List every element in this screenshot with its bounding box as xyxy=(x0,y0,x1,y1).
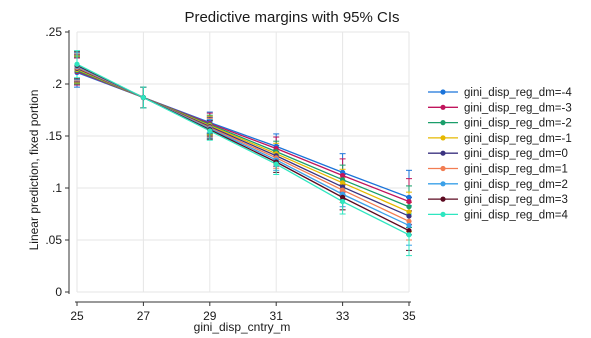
data-point xyxy=(340,187,346,193)
legend-swatch-marker xyxy=(440,104,446,110)
y-tick-label: .25 xyxy=(45,25,62,39)
data-point xyxy=(340,194,346,200)
y-tick-label: 0 xyxy=(55,285,62,299)
data-point xyxy=(207,128,213,134)
y-tick-label: .1 xyxy=(52,181,62,195)
y-tick-label: .05 xyxy=(45,233,62,247)
legend-swatch-marker xyxy=(440,120,446,126)
data-point xyxy=(406,213,412,219)
axes: 0 .05 .1 .15 .2 .25 25 27 29 31 33 35 xyxy=(45,25,416,323)
data-point xyxy=(406,228,412,234)
y-tick-label: .2 xyxy=(52,77,62,91)
legend-label: gini_disp_reg_dm=-3 xyxy=(464,102,572,114)
x-tick-label: 29 xyxy=(203,309,217,323)
data-point xyxy=(406,232,412,238)
confidence-intervals xyxy=(74,50,412,257)
gridlines xyxy=(76,31,410,293)
legend-swatch-marker xyxy=(440,196,446,202)
series-line xyxy=(76,63,410,236)
legend-label: gini_disp_reg_dm=3 xyxy=(464,194,568,206)
data-point xyxy=(340,172,346,179)
legend-swatch-marker xyxy=(440,181,446,187)
legend-label: gini_disp_reg_dm=-2 xyxy=(464,118,572,130)
y-axis-label: Linear prediction, fixed portion xyxy=(27,90,41,251)
legend-label: gini_disp_reg_dm=0 xyxy=(464,148,568,160)
data-point xyxy=(340,180,346,186)
legend-swatch-marker xyxy=(440,150,446,156)
data-point xyxy=(406,194,412,200)
legend-label: gini_disp_reg_dm=1 xyxy=(464,164,568,176)
series-lines xyxy=(76,63,410,236)
series-points xyxy=(74,61,412,238)
legend-label: gini_disp_reg_dm=-4 xyxy=(464,87,572,99)
data-point xyxy=(340,198,346,205)
x-axis-label: gini_disp_cntry_m xyxy=(194,320,291,334)
data-point xyxy=(406,198,412,205)
x-tick-label: 31 xyxy=(270,309,284,323)
data-point xyxy=(273,161,279,167)
data-point xyxy=(406,209,412,215)
data-point xyxy=(406,222,412,229)
legend: gini_disp_reg_dm=-4 gini_disp_reg_dm=-3gi… xyxy=(428,87,572,221)
x-tick-label: 27 xyxy=(137,309,151,323)
y-tick-label: .15 xyxy=(45,129,62,143)
x-tick-label: 33 xyxy=(336,309,350,323)
data-point xyxy=(140,94,146,101)
data-point xyxy=(406,218,412,224)
legend-swatch-marker xyxy=(440,165,446,172)
legend-label: gini_disp_reg_dm=2 xyxy=(464,179,568,191)
legend-label: gini_disp_reg_dm=4 xyxy=(464,209,568,221)
legend-label: gini_disp_reg_dm=-1 xyxy=(464,133,572,145)
legend-swatch-marker xyxy=(440,135,446,141)
data-point xyxy=(74,61,80,67)
x-tick-label: 25 xyxy=(70,309,84,323)
legend-swatch-marker xyxy=(440,211,446,217)
legend-swatch-marker xyxy=(440,89,446,95)
data-point xyxy=(406,204,412,210)
chart-title: Predictive margins with 95% CIs xyxy=(184,9,399,26)
x-tick-label: 35 xyxy=(402,309,416,323)
